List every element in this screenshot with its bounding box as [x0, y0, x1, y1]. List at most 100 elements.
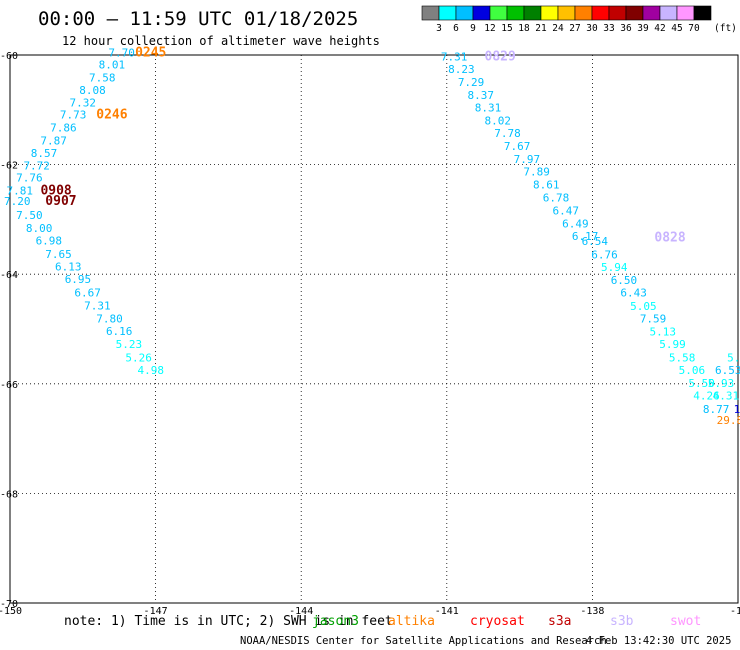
- pass-time-label: 0828: [654, 230, 685, 245]
- latitude-tick-label: -70: [0, 599, 18, 610]
- wave-height-value: 8.61: [533, 179, 560, 192]
- wave-height-value: 8.01: [99, 59, 126, 72]
- wave-height-value: 6.17: [572, 230, 599, 243]
- colorbar-swatch: [608, 5, 627, 21]
- colorbar-tick-label: 42: [654, 23, 665, 34]
- wave-height-value: 8.37: [468, 89, 495, 102]
- colorbar-tick-label: 9: [470, 23, 476, 34]
- wave-height-value: 6.98: [36, 235, 63, 248]
- colorbar-tick-label: 12: [484, 23, 495, 34]
- longitude-tick-label: -144: [289, 606, 313, 617]
- satellite-legend-entry: cryosat: [470, 614, 525, 629]
- colorbar-swatch: [557, 5, 576, 21]
- longitude-tick-label: -141: [435, 606, 459, 617]
- colorbar-swatch: [642, 5, 661, 21]
- wave-height-value: 5.94: [601, 261, 628, 274]
- wave-height-value: 29.83: [717, 414, 740, 427]
- wave-height-value: 8.23: [448, 63, 475, 76]
- satellite-legend-entry: s3b: [610, 614, 634, 629]
- wave-height-value: 5.50: [688, 377, 715, 390]
- wave-height-value: 6.47: [552, 204, 579, 217]
- wave-height-value: 8.31: [475, 101, 502, 114]
- longitude-tick-label: -147: [144, 606, 168, 617]
- satellite-legend: jason3 altika cryosat s3a s3b swot: [312, 614, 701, 629]
- wave-height-value: 5.06: [679, 364, 706, 377]
- wave-height-value: 7.89: [523, 166, 550, 179]
- colorbar-tick-label: 21: [535, 23, 547, 34]
- wave-height-value: 7.58: [89, 71, 116, 84]
- wave-height-value: 6.78: [543, 191, 570, 204]
- colorbar-tick-label: 15: [501, 23, 512, 34]
- wave-height-value: 8.08: [79, 84, 106, 97]
- satellite-legend-entry: altika: [388, 614, 435, 629]
- wave-height-value: 7.72: [23, 160, 50, 173]
- footer-credit: NOAA/NESDIS Center for Satellite Applica…: [240, 635, 607, 647]
- longitude-tick-label: -135: [730, 606, 740, 617]
- wave-height-value: 8.02: [485, 115, 512, 128]
- latitude-tick-label: -66: [0, 380, 18, 391]
- wave-height-value: 4.31: [713, 390, 740, 403]
- pass-time-label: 0246: [96, 108, 127, 123]
- colorbar-swatch: [625, 5, 644, 21]
- colorbar-tick-label: 45: [671, 23, 682, 34]
- wave-height-value: 7.86: [50, 122, 77, 135]
- wave-height-value: 7.70: [108, 47, 135, 60]
- colorbar-swatch: [472, 5, 491, 21]
- wave-height-value: 5.62: [727, 351, 740, 364]
- wave-height-value: 7.20: [4, 195, 31, 208]
- colorbar-swatch: [659, 5, 678, 21]
- pass-time-label: 0907: [45, 194, 76, 209]
- wave-height-value: 8.57: [31, 147, 58, 160]
- wave-height-value: 8.77: [703, 403, 730, 416]
- wave-height-value: 5.23: [116, 338, 143, 351]
- latitude-tick-label: -60: [0, 51, 18, 62]
- wave-height-value: 7.59: [640, 312, 667, 325]
- wave-height-value: 7.76: [16, 172, 43, 185]
- colorbar-swatch: [540, 5, 559, 21]
- wave-height-value: 7.78: [494, 127, 521, 140]
- colorbar-swatch: [455, 5, 474, 21]
- wave-height-value: 6.95: [65, 273, 92, 286]
- colorbar-swatch: [489, 5, 508, 21]
- colorbar-tick-label: 24: [552, 23, 564, 34]
- wave-height-value: 4.98: [137, 364, 164, 377]
- wave-height-value: 11.52: [734, 403, 740, 416]
- latitude-tick-label: -62: [0, 161, 18, 172]
- colorbar-swatch: [438, 5, 457, 21]
- units-note: note: 1) Time is in UTC; 2) SWH is in fe…: [64, 614, 393, 629]
- wave-height-value: 7.32: [70, 97, 97, 110]
- colorbar-swatch: [506, 5, 525, 21]
- wave-height-value: 6.76: [591, 248, 618, 261]
- wave-height-value: 6.53: [715, 364, 740, 377]
- colorbar-tick-label: 18: [518, 23, 530, 34]
- colorbar-tick-label: 39: [637, 23, 649, 34]
- wave-height-value: 7.97: [514, 153, 541, 166]
- pass-time-label: 0245: [135, 46, 166, 61]
- wave-height-value: 6.54: [582, 235, 609, 248]
- wave-height-value: 6.16: [106, 325, 133, 338]
- satellite-legend-entry: jason3: [312, 614, 359, 629]
- wave-height-value: 5.05: [630, 300, 657, 313]
- wave-height-value: 7.65: [45, 248, 72, 261]
- colorbar-swatch: [693, 5, 712, 21]
- track-points: 7.708.017.588.087.327.737.867.878.577.72…: [4, 47, 740, 427]
- pass-time-label: 0829: [485, 49, 516, 64]
- colorbar-tick-label: 6: [453, 23, 459, 34]
- colorbar-tick-label: 27: [569, 23, 580, 34]
- longitude-tick-label: -150: [0, 606, 22, 617]
- map-tick-labels: -150 -147 -144 -141 -138 -135 -60 -62 -64 -66 -68 -…: [0, 51, 740, 617]
- wave-height-value: 7.31: [84, 299, 111, 312]
- wave-height-value: 7.80: [96, 312, 123, 325]
- satellite-legend-entry: swot: [670, 614, 701, 629]
- wave-height-value: 5.99: [659, 338, 686, 351]
- map-gridlines: [10, 55, 738, 603]
- wave-height-value: 7.29: [458, 76, 485, 89]
- wave-height-value: 7.31: [441, 50, 468, 63]
- colorbar-swatch: [591, 5, 610, 21]
- wave-height-value: 6.43: [620, 287, 647, 300]
- colorbar-tick-label: 3: [436, 23, 442, 34]
- satellite-legend-entry: s3a: [548, 614, 571, 629]
- wave-height-value: 7.87: [40, 134, 67, 147]
- wave-height-colorbar: 3 6 9 12 15 18 21 24 27 30 33 36 39 42 45 70: [421, 5, 712, 34]
